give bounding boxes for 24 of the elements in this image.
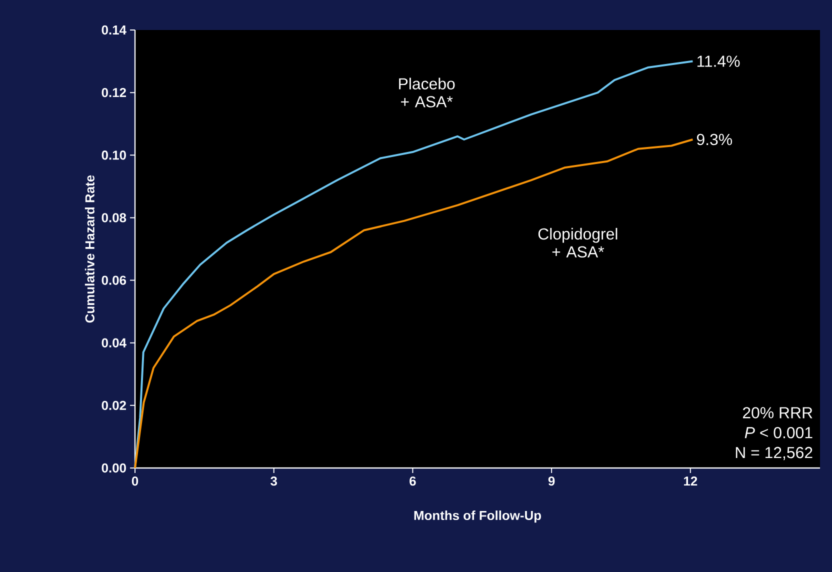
x-axis-title: Months of Follow-Up xyxy=(414,510,541,523)
y-tick-label: 0.14 xyxy=(102,25,126,35)
line-series xyxy=(134,60,694,469)
y-tick-label: 0.08 xyxy=(102,213,126,222)
annotation: 11.4% xyxy=(697,56,740,67)
x-tick-label: 12 xyxy=(684,476,698,486)
annotation: 9.3% xyxy=(697,134,732,146)
y-tick-label: 0.02 xyxy=(102,400,126,410)
y-axis-title: Cumulative Hazard Rate xyxy=(84,175,94,323)
annotation: 20% RRR xyxy=(742,407,812,418)
y-tick-label: 0.12 xyxy=(102,88,126,98)
line-series xyxy=(134,138,694,469)
annotation: P < 0.001 xyxy=(744,427,812,438)
x-tick-label: 9 xyxy=(548,476,555,486)
text: Clopidogrel + ASA* xyxy=(538,228,618,258)
y-tick-label: 0.06 xyxy=(102,276,126,285)
y-tick-label: 0.04 xyxy=(102,338,126,348)
y-tick-label: 0.00 xyxy=(102,463,126,473)
x-tick-label: 6 xyxy=(410,476,416,486)
series-label: Placebo + ASA* xyxy=(399,78,455,108)
y-tick-label: 0.10 xyxy=(102,150,126,160)
x-tick-label: 3 xyxy=(270,476,277,486)
x-tick-label: 0 xyxy=(132,476,138,486)
annotation: N = 12,562 xyxy=(736,446,812,460)
